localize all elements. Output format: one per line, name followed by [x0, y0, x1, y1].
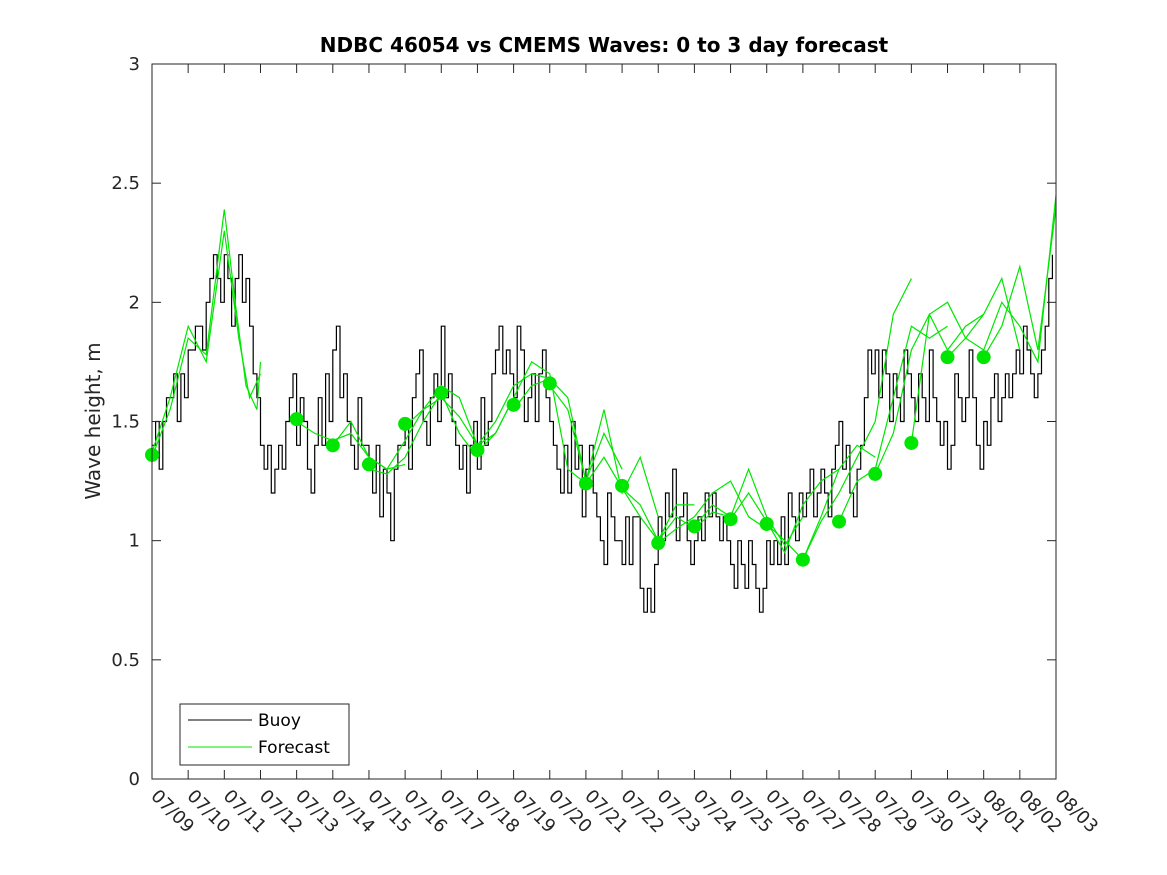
forecast-marker [795, 552, 810, 567]
forecast-line [476, 361, 587, 484]
forecast-marker [398, 416, 413, 431]
chart-title: NDBC 46054 vs CMEMS Waves: 0 to 3 day fo… [320, 33, 889, 57]
y-tick-label: 2.5 [111, 173, 140, 194]
forecast-marker [759, 516, 774, 531]
buoy-line [152, 254, 1053, 613]
forecast-marker [434, 385, 449, 400]
forecast-marker [904, 435, 919, 450]
forecast-marker [940, 350, 955, 365]
legend-box [179, 703, 350, 766]
y-axis-ticks: 0 0.5 1 1.5 2 2.5 3 [111, 54, 1056, 790]
forecast-marker [470, 443, 485, 458]
forecast-marker [687, 519, 702, 534]
forecast-line [802, 278, 912, 560]
legend-label-buoy: Buoy [258, 711, 301, 731]
forecast-marker [832, 514, 847, 529]
forecast-marker [361, 457, 376, 472]
forecast-line [983, 206, 1057, 358]
forecast-line [730, 468, 840, 554]
forecast-line [513, 377, 623, 484]
forecast-marker [651, 536, 666, 551]
forecast-marker [325, 438, 340, 453]
marker-layer [145, 350, 991, 567]
forecast-line [440, 373, 550, 447]
forecast-line [838, 325, 948, 522]
forecast-marker [578, 476, 593, 491]
forecast-marker [615, 478, 630, 493]
forecast-line [368, 391, 478, 475]
legend: Buoy Forecast [179, 703, 350, 766]
forecast-marker [976, 350, 991, 365]
forecast-line [151, 230, 262, 453]
y-tick-label: 0 [129, 769, 140, 790]
forecast-line [693, 467, 804, 547]
y-tick-label: 2 [129, 292, 140, 313]
forecast-line [657, 480, 768, 544]
forecast-marker [542, 376, 557, 391]
forecast-line [549, 385, 659, 517]
series-layer [151, 195, 1057, 613]
forecast-line [585, 456, 695, 542]
y-tick-label: 1 [129, 531, 140, 552]
y-tick-label: 3 [129, 54, 140, 75]
y-tick-label: 0.5 [111, 650, 140, 671]
forecast-line [766, 444, 876, 561]
forecast-marker [868, 466, 883, 481]
y-tick-label: 1.5 [111, 412, 140, 433]
forecast-marker [723, 512, 738, 527]
forecast-marker [506, 397, 521, 412]
forecast-marker [289, 412, 304, 427]
forecast-line [621, 487, 731, 542]
forecast-line [151, 209, 262, 458]
y-axis-label: Wave height, m [81, 342, 105, 499]
forecast-line [947, 195, 1057, 364]
legend-label-forecast: Forecast [258, 738, 330, 758]
